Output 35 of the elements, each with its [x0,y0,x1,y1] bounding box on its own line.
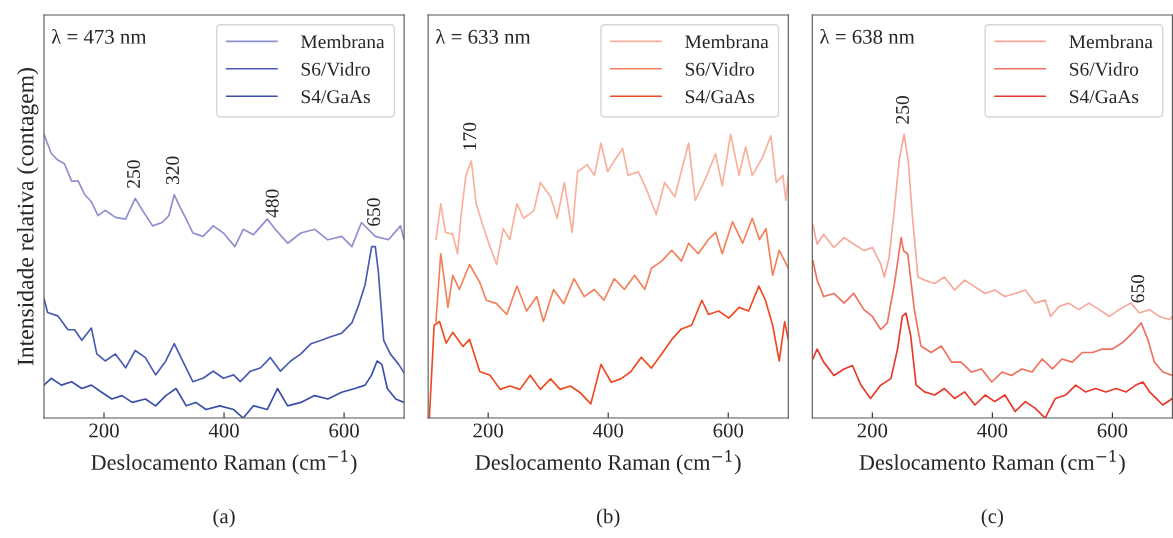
x-tick-label: 400 [208,423,239,438]
legend-label: S6/Vidro [1070,62,1139,76]
legend-label: S4/GaAs [685,90,755,104]
x-tick-label: 200 [857,423,888,438]
text: (b) [596,508,620,528]
annotation: 320 [165,156,180,185]
x-tick-label: 600 [329,423,359,438]
legend-label: Membrana [300,34,385,49]
legend-label: S6/Vidro [301,62,370,76]
x-tick-label: 200 [89,423,119,438]
text: λ = 633 nm [435,28,531,44]
annotation: 250 [126,160,141,188]
legend-label: S6/Vidro [685,62,754,76]
text: (c) [981,508,1003,528]
x-tick-label: 400 [977,423,1008,438]
x-axis-title: Deslocamento Raman (cm$^{−1}$) [91,450,357,475]
annotation: 650 [1131,274,1145,303]
legend-label: S4/GaAs [1070,90,1139,104]
x-axis-title: Deslocamento Raman (cm$^{−1}$) [475,450,741,475]
x-tick-label: 200 [473,423,503,438]
x-tick-label: 400 [592,423,624,438]
text: λ = 638 nm [820,28,915,44]
annotation: 480 [265,189,279,218]
annotation: 170 [463,122,477,150]
text: (a) [213,508,235,528]
y-axis-title: Intensidade relativa (contagem) [16,68,39,366]
legend-label: Membrana [1069,34,1153,49]
annotation: 250 [895,96,909,124]
legend-label: S4/GaAs [301,90,370,104]
annotation: 650 [367,198,381,226]
x-tick-label: 600 [1097,423,1128,438]
text: λ = 473 nm [51,28,147,44]
legend-label: Membrana [685,34,769,49]
x-axis-title: Deslocamento Raman (cm$^{−1}$) [859,450,1125,475]
x-tick-label: 600 [713,423,744,438]
